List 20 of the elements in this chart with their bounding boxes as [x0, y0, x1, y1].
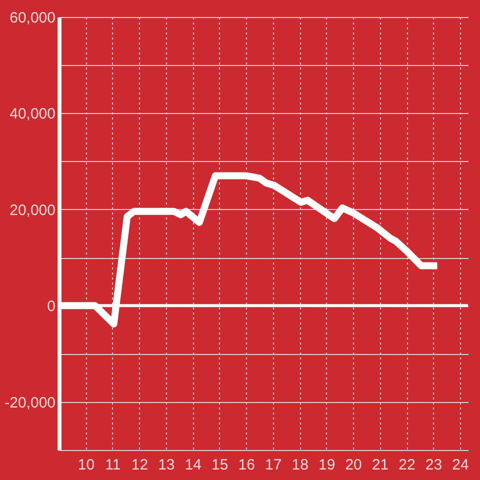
y-tick-label: 40,000 — [10, 106, 56, 123]
x-tick-label: 24 — [452, 456, 469, 474]
x-tick-label: 12 — [131, 456, 148, 474]
y-tick-label: -20,000 — [4, 394, 56, 412]
x-tick-label: 23 — [425, 456, 442, 474]
x-tick-label: 19 — [318, 456, 336, 474]
x-tick-label: 13 — [158, 456, 175, 474]
x-tick-label: 20 — [345, 456, 362, 474]
x-tick-label: 22 — [398, 456, 416, 474]
x-tick-label: 21 — [372, 456, 389, 474]
y-tick-label: 60,000 — [10, 10, 56, 26]
y-tick-label: 20,000 — [10, 202, 56, 219]
x-tick-label: 14 — [184, 456, 202, 474]
x-tick-label: 17 — [265, 456, 282, 474]
x-tick-label: 11 — [105, 456, 121, 474]
y-tick-label: 0 — [47, 298, 56, 316]
x-tick-label: 16 — [238, 456, 255, 474]
x-tick-label: 10 — [78, 456, 95, 474]
x-tick-label: 18 — [292, 456, 308, 474]
x-tick-label: 15 — [212, 456, 228, 474]
